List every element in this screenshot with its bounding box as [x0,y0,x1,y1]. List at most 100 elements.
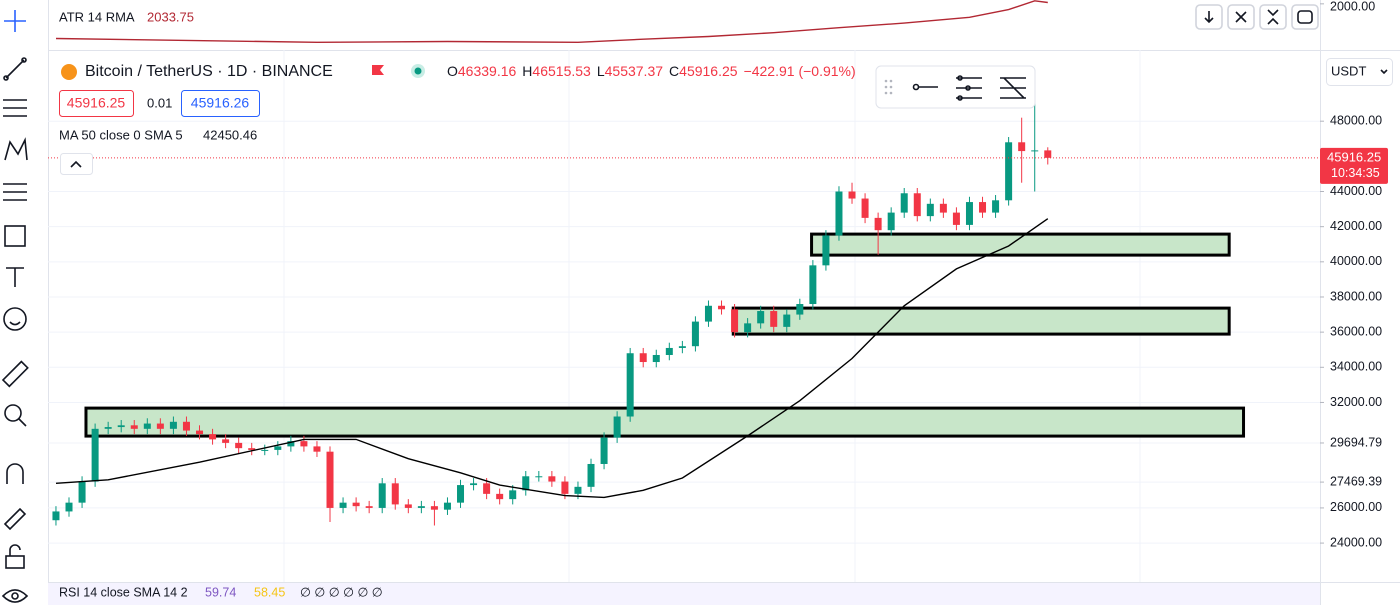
candle-body [704,305,712,322]
trendline-tool[interactable] [3,57,27,81]
candle-body [156,423,164,429]
candle-body [143,423,151,429]
y-tick-label: 44000.00 [1330,184,1382,198]
candle-body [339,502,347,508]
candle-body [691,321,699,347]
y-tick-label: 32000.00 [1330,395,1382,409]
candle-body [913,193,921,217]
candle-body [809,265,817,305]
move-down-button[interactable] [1195,4,1223,30]
magnet-tool[interactable] [6,463,24,484]
rsi-title: RSI 14 close SMA 14 2 [59,585,188,599]
candle-body [587,463,595,487]
candle-body [718,305,726,310]
y-tick-label: 24000.00 [1330,535,1382,549]
crosshair-tool[interactable] [4,10,26,32]
flag[interactable] [372,65,384,75]
ohlc-label: C [669,63,679,79]
y-tick-label: 34000.00 [1330,360,1382,374]
change: −422.91 (−0.91%) [744,63,856,79]
forecast-tool[interactable] [3,183,27,201]
ohlc-value: 45916.25 [679,63,738,79]
candle-body [182,421,190,431]
candle-body [874,217,882,231]
icon-tool[interactable] [3,307,27,331]
candle-body [430,506,438,510]
ma-title: MA 50 close 0 SMA 5 [59,127,183,142]
candle-body [391,483,399,505]
candle-body [626,353,634,417]
shape-tool[interactable] [4,225,26,247]
spread: 0.01 [147,95,172,110]
candle-body [313,446,321,452]
currency-select[interactable] [1326,58,1393,86]
currency[interactable]: USDT [1331,63,1366,78]
countdown: 10:34:35 [1331,166,1380,180]
candle-body [1005,142,1013,201]
hide-tool[interactable] [1,589,29,603]
candle-body [548,476,556,482]
candle-body [365,506,373,508]
close-button[interactable] [1227,4,1255,30]
candle-body [678,346,686,348]
sell-price[interactable]: 45916.25 [67,95,126,111]
y-tick-label: 26000.00 [1330,500,1382,514]
fib-tool[interactable] [3,99,27,117]
last-price-tag [1320,147,1388,184]
ma-line [55,218,1049,499]
candle-body [652,354,660,363]
lock-tool[interactable] [5,544,25,569]
y-tick-label: 36000.00 [1330,324,1382,338]
candle-body [639,353,647,363]
candle-body [992,200,1000,213]
collapse-button[interactable] [1259,4,1287,30]
candle-body [848,191,856,199]
buy-price[interactable]: 45916.26 [191,95,250,111]
chevron-up [70,160,82,168]
market-status-dot [414,67,422,75]
left-toolbar [1,10,29,603]
candle-body [731,309,739,333]
candle-body [783,314,791,327]
candle-body [665,347,673,355]
text-tool[interactable] [6,267,24,287]
rsi-empty-values: ∅ ∅ ∅ ∅ ∅ ∅ [300,585,383,599]
atr-tick-label: 2000.00 [1330,0,1375,13]
symbol-title: Bitcoin / TetherUS · 1D · BINANCE [85,63,333,80]
drag-handle[interactable] [884,79,893,95]
candle-body [965,202,973,225]
candle-body [130,425,138,429]
candle-body [352,502,360,507]
ma-value: 42450.46 [203,127,257,142]
candle-body [222,439,230,443]
candle-body [470,483,478,486]
draw-mode-tool[interactable] [3,507,27,531]
candle-body [952,212,960,225]
candle-body [900,193,908,213]
buy-button[interactable] [181,90,260,117]
plot: 24000.00 26000.00 27469.39 29694.79 32000.00… [48,0,1388,549]
candle-body [496,493,504,500]
candle-body [926,203,934,217]
line-tools[interactable] [912,75,1027,101]
candle-body [117,425,125,428]
ohlc-value: 46339.16 [458,63,517,79]
zone [731,306,1231,336]
pattern-tool[interactable] [4,137,28,161]
candle-body [104,427,112,429]
candle-body [483,483,491,494]
candle-body [835,191,843,236]
ohlc-value: 46515.53 [532,63,591,79]
zoom-tool[interactable] [4,404,27,427]
maximize-button[interactable] [1291,4,1319,30]
candle-body [561,481,569,494]
legend-collapse[interactable] [60,153,93,175]
sell-button[interactable] [59,90,134,117]
candle-body [822,235,830,266]
floating-toolbar-bg [875,65,1036,109]
ohlc-label: L [597,63,605,79]
atr-value: 2033.75 [147,9,194,24]
floating-toolbar [875,65,1036,109]
candle-body [196,430,204,435]
measure-tool[interactable] [1,360,29,388]
